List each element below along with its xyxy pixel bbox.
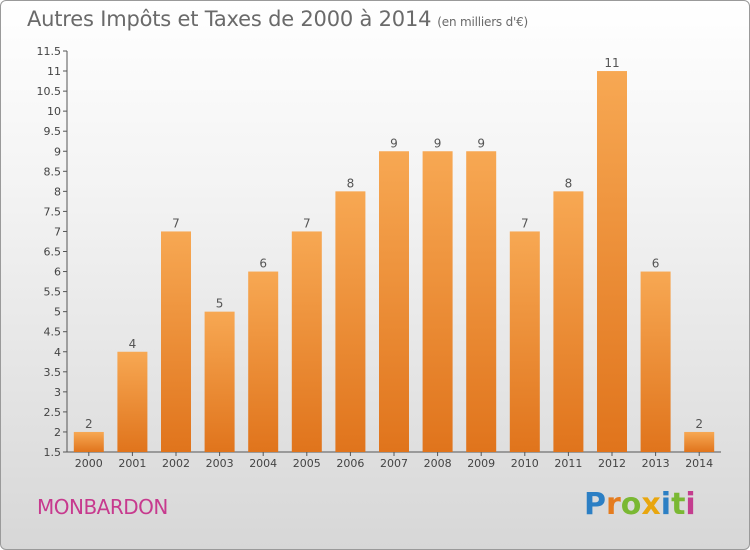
bar bbox=[422, 151, 453, 452]
x-tick-label: 2004 bbox=[249, 457, 277, 470]
y-tick-label: 6 bbox=[54, 266, 61, 279]
y-tick-label: 8.5 bbox=[44, 165, 62, 178]
bar bbox=[204, 311, 235, 452]
bar bbox=[248, 271, 279, 452]
bar bbox=[553, 191, 584, 452]
x-tick-label: 2011 bbox=[554, 457, 582, 470]
x-tick-label: 2008 bbox=[424, 457, 452, 470]
logo-letter: i bbox=[660, 487, 672, 522]
y-tick-label: 4 bbox=[54, 346, 61, 359]
logo-letter: t bbox=[671, 487, 686, 522]
bar bbox=[640, 271, 671, 452]
bar bbox=[684, 431, 715, 452]
y-tick-label: 10.5 bbox=[37, 85, 62, 98]
y-tick-label: 5.5 bbox=[44, 286, 62, 299]
bar bbox=[73, 431, 104, 452]
bar bbox=[291, 231, 322, 452]
bar-value-label: 7 bbox=[521, 216, 529, 230]
logo-letter: x bbox=[641, 487, 661, 522]
x-tick-label: 2013 bbox=[642, 457, 670, 470]
logo-letter: o bbox=[620, 487, 642, 522]
bar-value-label: 11 bbox=[604, 56, 619, 70]
x-tick-label: 2010 bbox=[511, 457, 539, 470]
y-tick-label: 9.5 bbox=[44, 125, 62, 138]
logo-letter: i bbox=[685, 487, 696, 522]
y-tick-label: 7.5 bbox=[44, 205, 62, 218]
logo-letter: r bbox=[606, 487, 621, 522]
bar-value-label: 5 bbox=[216, 297, 224, 311]
bar bbox=[597, 71, 627, 453]
place-name: MONBARDON bbox=[37, 495, 168, 519]
bar bbox=[117, 351, 148, 452]
bar bbox=[161, 231, 191, 452]
bar bbox=[379, 151, 409, 452]
bar-value-label: 7 bbox=[303, 216, 311, 230]
chart-title-text: Autres Impôts et Taxes de 2000 à 2014 bbox=[27, 7, 432, 31]
bar-value-label: 8 bbox=[347, 176, 355, 190]
x-tick-label: 2002 bbox=[162, 457, 190, 470]
bar-value-label: 6 bbox=[652, 257, 660, 271]
y-tick-label: 3.5 bbox=[44, 366, 62, 379]
y-tick-label: 4.5 bbox=[44, 326, 62, 339]
y-tick-label: 5 bbox=[54, 306, 61, 319]
x-tick-label: 2009 bbox=[467, 457, 495, 470]
bar-value-label: 6 bbox=[259, 257, 267, 271]
y-tick-label: 11.5 bbox=[37, 45, 62, 58]
bar-value-label: 9 bbox=[477, 136, 485, 150]
chart-title: Autres Impôts et Taxes de 2000 à 2014 (en… bbox=[27, 7, 528, 31]
y-tick-label: 1.5 bbox=[44, 446, 62, 459]
y-tick-label: 7 bbox=[54, 225, 61, 238]
bar bbox=[466, 151, 497, 452]
x-tick-label: 2003 bbox=[206, 457, 234, 470]
bar-value-label: 2 bbox=[85, 417, 93, 431]
y-tick-label: 8 bbox=[54, 185, 61, 198]
x-tick-label: 2007 bbox=[380, 457, 408, 470]
bar bbox=[335, 191, 366, 452]
y-tick-label: 3 bbox=[54, 386, 61, 399]
x-tick-label: 2006 bbox=[336, 457, 364, 470]
y-tick-label: 2.5 bbox=[44, 406, 62, 419]
y-tick-label: 11 bbox=[47, 65, 61, 78]
x-tick-label: 2014 bbox=[685, 457, 713, 470]
proxiti-logo: Proxiti bbox=[584, 487, 696, 522]
bar-value-label: 2 bbox=[695, 417, 703, 431]
x-tick-label: 2012 bbox=[598, 457, 626, 470]
logo-letter: P bbox=[584, 487, 606, 522]
y-tick-label: 2 bbox=[54, 426, 61, 439]
bar-value-label: 9 bbox=[390, 136, 398, 150]
y-tick-label: 6.5 bbox=[44, 246, 62, 259]
bar-value-label: 4 bbox=[129, 337, 137, 351]
y-tick-label: 9 bbox=[54, 145, 61, 158]
bar-value-label: 9 bbox=[434, 136, 442, 150]
bar-value-label: 7 bbox=[172, 216, 180, 230]
x-tick-label: 2000 bbox=[75, 457, 103, 470]
bar bbox=[509, 231, 540, 452]
x-tick-label: 2005 bbox=[293, 457, 321, 470]
y-tick-label: 10 bbox=[47, 105, 61, 118]
bar-value-label: 8 bbox=[565, 176, 573, 190]
chart-subtitle: (en milliers d'€) bbox=[437, 15, 529, 29]
x-tick-label: 2001 bbox=[118, 457, 146, 470]
